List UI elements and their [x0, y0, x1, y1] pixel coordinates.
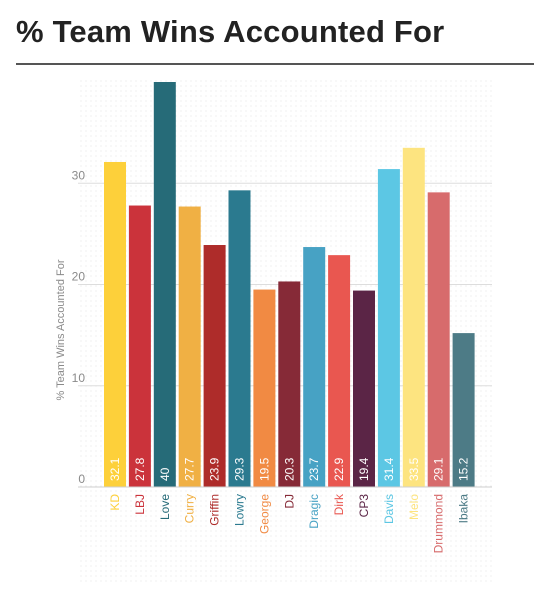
bar — [278, 281, 301, 487]
bar-group: 20.3 DJ — [278, 281, 301, 509]
bar — [253, 289, 276, 487]
bar — [228, 190, 251, 487]
bar-group: 27.8 LBJ — [128, 205, 151, 515]
bar-value-label: 33.5 — [407, 457, 421, 481]
category-label: DJ — [282, 494, 296, 509]
bar-group: 15.2 Ibaka — [452, 333, 475, 524]
bar-group: 33.5 Melo — [402, 147, 425, 520]
bar-group: 22.9 Dirk — [328, 255, 351, 515]
bar-value-label: 19.5 — [257, 457, 271, 481]
bar-value-label: 27.7 — [183, 457, 197, 481]
bar — [377, 169, 400, 487]
category-label: George — [257, 494, 271, 534]
bar-value-label: 40 — [158, 467, 172, 481]
bar-group: 19.4 CP3 — [353, 290, 375, 518]
category-label: Dirk — [332, 493, 346, 515]
bar — [178, 206, 201, 487]
bar-value-label: 22.9 — [332, 457, 346, 481]
bar-group: 29.1 Drummond — [427, 192, 450, 553]
y-tick-label: 10 — [72, 371, 86, 385]
page-title: % Team Wins Accounted For — [16, 14, 445, 49]
bar-group: 29.3 Lowry — [228, 190, 251, 526]
y-tick-label: 30 — [72, 168, 86, 182]
bar — [427, 192, 450, 488]
title-divider — [16, 63, 534, 65]
bar-value-label: 19.4 — [357, 457, 371, 481]
bar-group: 32.1 KD — [104, 161, 126, 511]
bar — [328, 255, 351, 487]
category-label: Dragic — [307, 494, 321, 529]
category-label: Griffin — [208, 494, 222, 526]
bar — [104, 161, 126, 488]
category-label: Davis — [382, 494, 396, 524]
bar-value-label: 20.3 — [282, 457, 296, 481]
bar — [402, 147, 425, 487]
y-tick-label: 0 — [78, 472, 85, 486]
bar-group: 27.7 Curry — [178, 206, 201, 523]
bar-group: 19.5 George — [253, 289, 276, 534]
y-axis-ticks: 0 10 20 30 — [72, 168, 86, 486]
category-label: KD — [108, 494, 122, 511]
bar — [203, 245, 226, 487]
bar-value-label: 32.1 — [108, 457, 122, 481]
bar-group: 31.4 Davis — [377, 169, 400, 524]
category-label: Love — [158, 494, 172, 520]
bar-value-label: 29.3 — [233, 457, 247, 481]
bar-group: 40 Love — [153, 82, 176, 520]
bar — [452, 333, 475, 487]
category-label: CP3 — [357, 494, 371, 518]
bar-value-label: 15.2 — [457, 457, 471, 481]
bar — [353, 290, 375, 487]
bar — [153, 82, 176, 487]
category-label: Curry — [183, 494, 197, 523]
category-label: Drummond — [432, 494, 446, 553]
y-tick-label: 20 — [72, 270, 86, 284]
bar-group: 23.9 Griffin — [203, 245, 226, 526]
bar-value-label: 27.8 — [133, 457, 147, 481]
bar-value-label: 23.9 — [208, 457, 222, 481]
bar-value-label: 29.1 — [432, 457, 446, 481]
bar-value-label: 23.7 — [307, 457, 321, 481]
bar-value-label: 31.4 — [382, 457, 396, 481]
bar — [303, 247, 326, 487]
bar-group: 23.7 Dragic — [303, 247, 326, 529]
category-label: Lowry — [233, 494, 247, 526]
category-label: Ibaka — [457, 494, 471, 524]
bar — [128, 205, 151, 487]
bars: 32.1KD27.8LBJ40Love27.7Curry23.9Griffin2… — [104, 82, 475, 553]
y-axis-label: % Team Wins Accounted For — [55, 259, 67, 400]
category-label: Melo — [407, 494, 421, 520]
category-label: LBJ — [133, 494, 147, 515]
